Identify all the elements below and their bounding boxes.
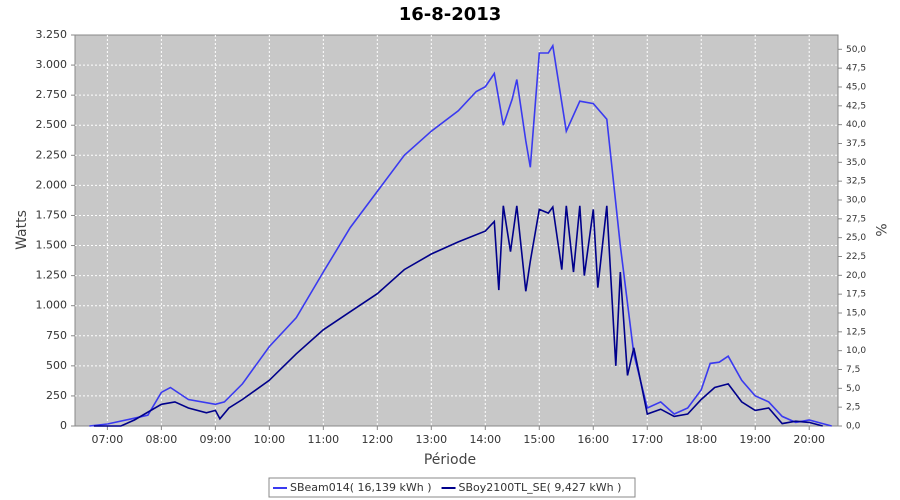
y2-tick-label: 0,0 <box>846 422 861 432</box>
y2-tick-label: 45,0 <box>846 82 866 92</box>
y-tick-label: 0 <box>60 419 67 432</box>
plot-area <box>74 34 839 427</box>
x-tick-label: 15:00 <box>523 433 555 446</box>
y2-tick-label: 2,5 <box>846 403 860 413</box>
y-tick-label: 2.000 <box>36 178 68 191</box>
x-tick-label: 09:00 <box>200 433 232 446</box>
x-tick-label: 13:00 <box>415 433 447 446</box>
x-tick-label: 14:00 <box>469 433 501 446</box>
y2-tick-label: 35,0 <box>846 158 866 168</box>
chart-title: 16-8-2013 <box>399 4 502 25</box>
y-tick-label: 500 <box>46 359 67 372</box>
y2-tick-label: 25,0 <box>846 233 866 243</box>
y-tick-label: 750 <box>46 329 67 342</box>
x-tick-label: 17:00 <box>631 433 663 446</box>
x-tick-label: 11:00 <box>307 433 339 446</box>
legend-label: SBoy2100TL_SE( 9,427 kWh ) <box>459 481 622 494</box>
y-tick-label: 1.500 <box>36 239 68 252</box>
x-axis-label: Période <box>424 452 476 468</box>
y2-tick-label: 5,0 <box>846 384 861 394</box>
y-axis-label: Watts <box>14 210 30 250</box>
y-tick-label: 3.250 <box>36 28 68 41</box>
y2-tick-label: 40,0 <box>846 120 866 130</box>
y2-tick-label: 12,5 <box>846 327 866 337</box>
x-tick-label: 18:00 <box>685 433 717 446</box>
y2-tick-label: 50,0 <box>846 45 866 55</box>
x-tick-label: 20:00 <box>793 433 825 446</box>
x-tick-label: 07:00 <box>92 433 124 446</box>
x-tick-label: 16:00 <box>577 433 609 446</box>
y2-tick-label: 7,5 <box>846 365 860 375</box>
x-tick-label: 12:00 <box>361 433 393 446</box>
series-line <box>93 204 823 427</box>
y2-tick-label: 10,0 <box>846 346 866 356</box>
x-tick-label: 08:00 <box>146 433 178 446</box>
y-tick-label: 2.250 <box>36 148 68 161</box>
y-tick-label: 3.000 <box>36 58 68 71</box>
y2-tick-label: 17,5 <box>846 290 866 300</box>
y-tick-label: 1.000 <box>36 299 68 312</box>
y2-tick-label: 37,5 <box>846 139 866 149</box>
y2-tick-label: 22,5 <box>846 252 866 262</box>
x-tick-label: 10:00 <box>253 433 285 446</box>
y2-tick-label: 20,0 <box>846 271 866 281</box>
y2-axis-label: % <box>872 223 888 236</box>
series-line <box>89 43 832 427</box>
y-tick-label: 1.750 <box>36 208 68 221</box>
y-tick-label: 2.750 <box>36 88 68 101</box>
y2-tick-label: 32,5 <box>846 177 866 187</box>
y2-tick-label: 30,0 <box>846 195 866 205</box>
y-tick-label: 2.500 <box>36 118 68 131</box>
y2-tick-label: 42,5 <box>846 101 866 111</box>
legend-label: SBeam014( 16,139 kWh ) <box>290 481 432 494</box>
x-tick-label: 19:00 <box>739 433 771 446</box>
y-tick-label: 1.250 <box>36 269 68 282</box>
y-tick-label: 250 <box>46 389 67 402</box>
y2-tick-label: 15,0 <box>846 308 866 318</box>
y2-tick-label: 47,5 <box>846 64 866 74</box>
y2-tick-label: 27,5 <box>846 214 866 224</box>
